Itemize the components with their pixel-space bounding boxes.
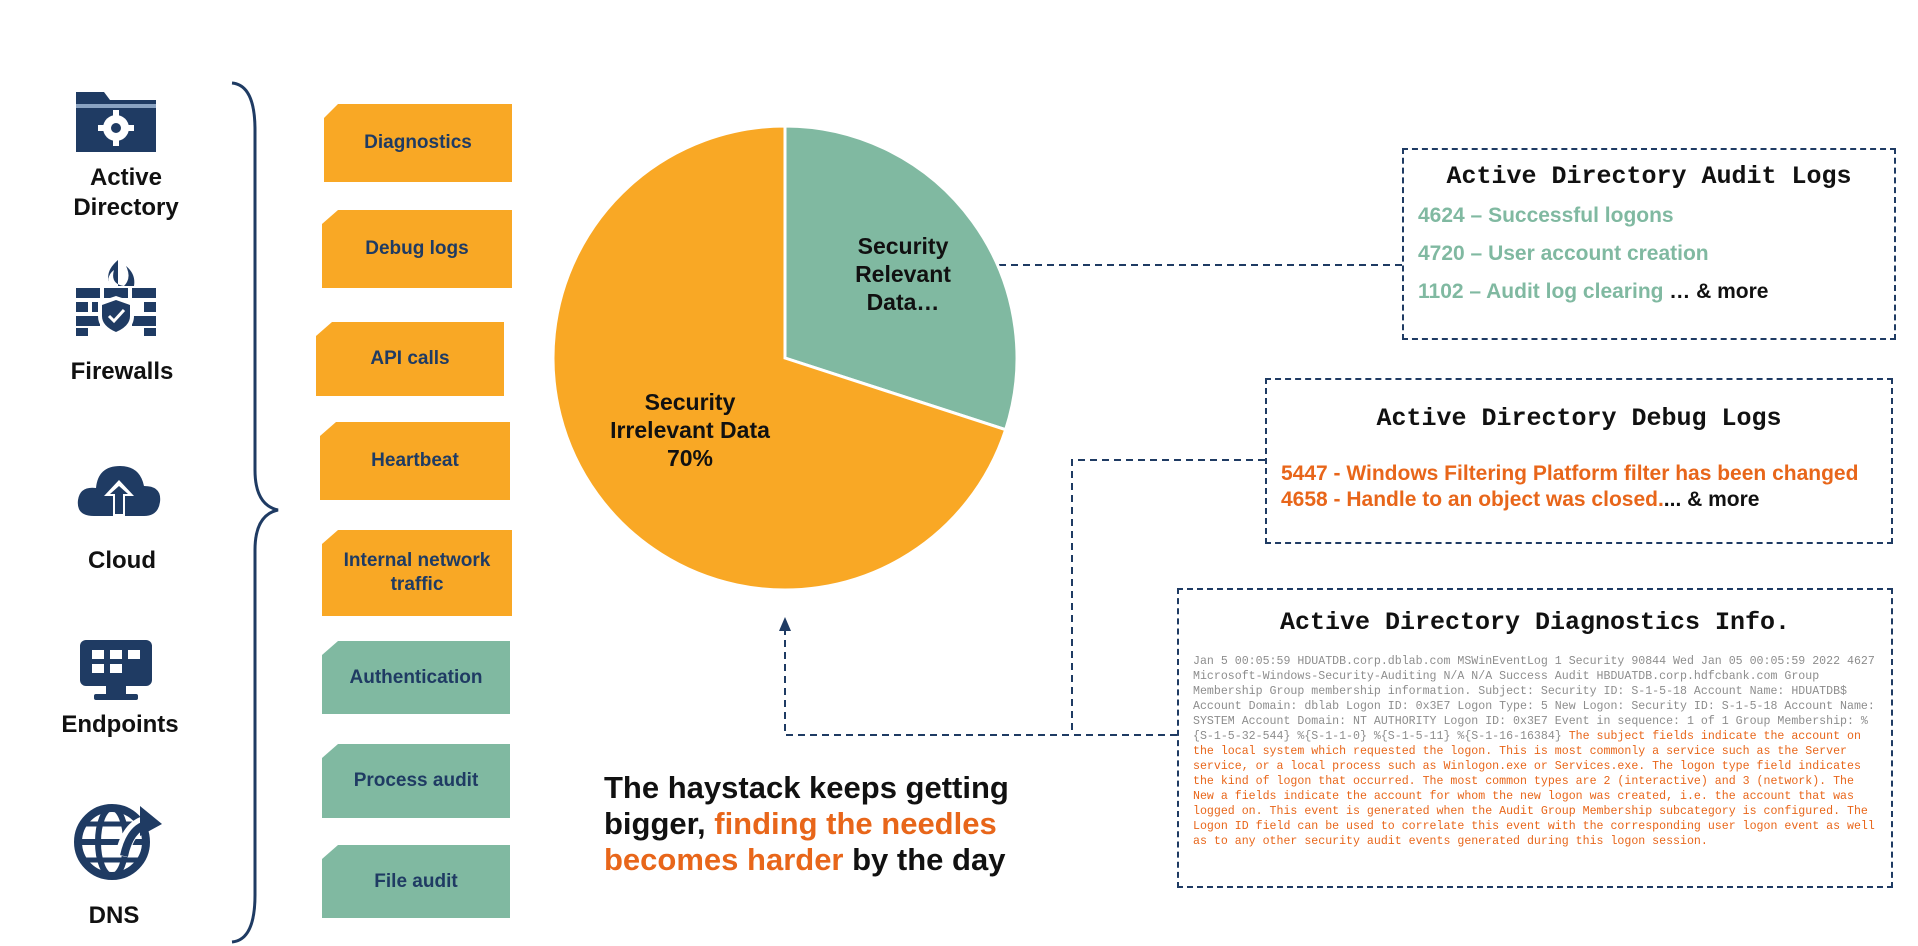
tag-process-audit: Process audit [322,744,510,818]
diagnostics-info-box: Active Directory Diagnostics Info. Jan 5… [1177,588,1893,888]
debug-log-line: 5447 - Windows Filtering Platform filter… [1281,462,1859,485]
tag-shape-heartbeat [320,422,510,500]
tag-shape-debug-logs [322,210,512,288]
tag-debug-logs: Debug logs [322,210,512,288]
tag-shape-internal-traffic [322,530,512,616]
diagnostics-connector [784,630,1177,736]
audit-log-line: 4624 – Successful logons [1418,204,1674,227]
pie-label-irrelevant: Security Irrelevant Data 70% [590,388,790,472]
debug-logs-title: Active Directory Debug Logs [1376,404,1782,433]
tag-label: File audit [374,870,458,892]
tag-label: Authentication [349,666,483,688]
audit-logs-box: Active Directory Audit Logs 4624 – Succe… [1402,148,1896,340]
debug-logs-box: Active Directory Debug Logs 5447 - Windo… [1265,378,1893,544]
pie-label-line: 70% [666,445,714,471]
tag-label: Debug logs [365,238,469,259]
debug-connector [1071,459,1265,735]
pie-label-line: Irrelevant Data [610,417,770,443]
pie-label-line: Relevant [855,261,951,287]
source-label-cloud: Cloud [88,547,156,574]
tag-label: Process audit [353,770,479,791]
tag-internal-network-traffic: Internal network traffic [322,530,512,616]
cloud-upload-icon [77,466,161,516]
tag-label: Heartbeat [371,450,459,471]
folder-gear-icon [76,92,156,152]
tag-shape-file-audit [322,845,510,918]
tag-shape-authentication [322,641,510,714]
audit-logs-title: Active Directory Audit Logs [1446,162,1852,191]
tag-shape-api-calls [316,322,504,396]
debug-log-line: 4658 - Handle to an object was closed...… [1281,488,1760,511]
tag-heartbeat: Heartbeat [320,422,510,500]
pie-label-line: Data… [866,289,940,315]
monitor-icon [80,640,152,700]
tag-diagnostics: Diagnostics [324,104,512,182]
pie-slice-security-irrelevant [551,124,1008,592]
diagnostics-log-text: Jan 5 00:05:59 HDUATDB.corp.dblab.com MS… [1193,654,1881,849]
tag-label: API calls [370,348,450,369]
tag-file-audit: File audit [322,845,510,918]
firewall-icon [76,260,156,336]
tag-api-calls: API calls [316,322,504,396]
tag-shape-process-audit [322,744,510,818]
pie-label-line: Security [857,233,949,259]
audit-log-line: 1102 – Audit log clearing … & more [1418,280,1769,303]
haystack-caption: The haystack keeps getting bigger, findi… [604,770,1009,877]
pie-slice-security-relevant [783,124,1018,432]
audit-log-line: 4720 – User account creation [1418,242,1709,265]
source-label-dns: DNS [88,902,140,929]
diagnostics-explanation: The subject fields indicate the account … [1193,730,1875,848]
pie-chart [551,124,1018,592]
tag-label: Internal network traffic [343,550,491,595]
tag-label: Diagnostics [364,132,472,153]
source-brace [231,81,279,944]
diagnostics-raw-event: Jan 5 00:05:59 HDUATDB.corp.dblab.com MS… [1193,655,1875,743]
pie-arrowhead [779,617,791,631]
source-label-endpoints: Endpoints [61,711,179,738]
pie-label-line: Security [644,389,736,415]
pie-label-relevant: Security Relevant Data… [838,232,968,316]
tag-authentication: Authentication [322,641,510,714]
source-label-active-directory: Active Directory [73,164,179,221]
source-label-firewalls: Firewalls [70,358,174,385]
diagnostics-title: Active Directory Diagnostics Info. [1279,608,1791,637]
globe-arrow-icon [74,804,162,880]
tag-shape-diagnostics [324,104,512,182]
